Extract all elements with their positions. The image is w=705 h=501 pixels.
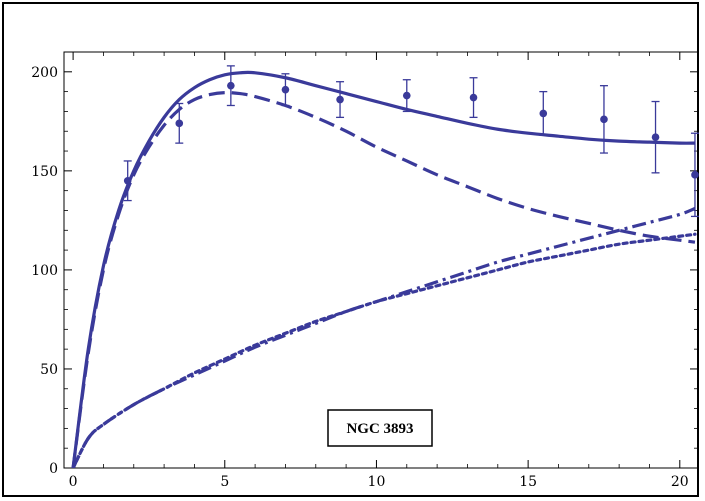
data-point	[651, 133, 660, 141]
y-tick-label: 150	[31, 164, 58, 180]
curve-solid	[71, 70, 695, 468]
x-tick-label: 15	[519, 474, 537, 490]
data-point	[402, 91, 411, 100]
model-curves	[71, 70, 697, 468]
data-point	[336, 95, 344, 104]
y-tick-label: 100	[31, 263, 58, 279]
x-tick-label: 0	[69, 474, 78, 490]
y-tick-label: 200	[31, 65, 58, 81]
data-point	[281, 85, 290, 94]
data-point	[691, 171, 699, 179]
galaxy-label-box: NGC 3893	[327, 409, 433, 447]
data-point	[227, 81, 235, 90]
y-tick-label: 0	[49, 461, 58, 477]
x-tick-label: 20	[671, 474, 689, 490]
curve-dotted	[71, 232, 697, 468]
data-point	[123, 176, 132, 185]
data-point	[175, 119, 184, 128]
x-tick-label: 5	[220, 474, 229, 490]
plot-border	[63, 51, 699, 469]
curve-dashed	[71, 90, 696, 468]
data-point	[469, 93, 478, 102]
data-point	[600, 115, 608, 124]
galaxy-label: NGC 3893	[346, 421, 413, 437]
chart-axes: 0 50 100 150 200 0 5 10 15 20	[31, 51, 699, 490]
y-tick-label: 50	[40, 362, 58, 378]
data-point	[539, 109, 548, 118]
x-tick-label: 10	[368, 474, 386, 490]
observed-points	[123, 65, 699, 218]
